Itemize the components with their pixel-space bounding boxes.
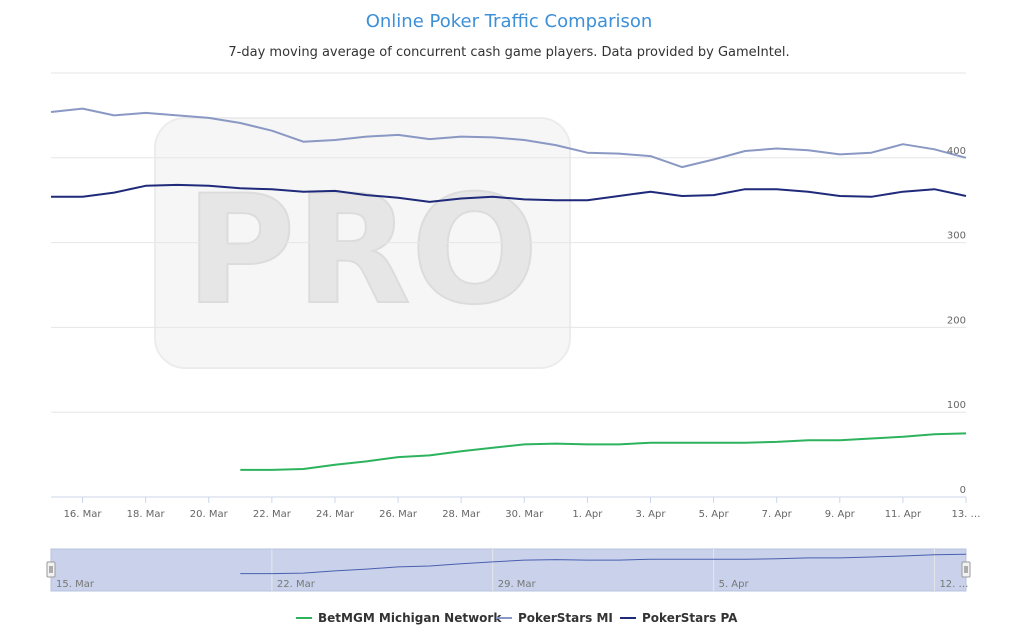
series-line[interactable] xyxy=(51,183,967,203)
y-tick-label: 0 xyxy=(960,485,966,496)
x-tick-label: 5. Apr xyxy=(699,509,730,520)
x-tick-label: 24. Mar xyxy=(316,509,355,520)
series-line[interactable] xyxy=(240,432,967,471)
navigator-handle-right[interactable] xyxy=(961,561,971,578)
x-tick-label: 3. Apr xyxy=(635,509,666,520)
x-tick-label: 28. Mar xyxy=(442,509,481,520)
y-axis: 0 100 200 300 400 xyxy=(947,146,966,496)
x-tick-label: 11. Apr xyxy=(885,509,922,520)
y-tick-label: 200 xyxy=(947,315,966,326)
y-tick-label: 400 xyxy=(947,146,966,157)
x-tick-label: 1. Apr xyxy=(572,509,603,520)
x-tick-label: 30. Mar xyxy=(505,509,544,520)
legend-item[interactable]: PokerStars MI xyxy=(496,611,613,625)
x-tick-label: 9. Apr xyxy=(825,509,856,520)
y-tick-label: 300 xyxy=(947,231,966,242)
x-tick-label: 7. Apr xyxy=(762,509,793,520)
watermark: PRO xyxy=(154,117,571,369)
navigator-series-line xyxy=(240,553,967,575)
navigator-tick-label: 12. … xyxy=(939,579,968,590)
legend-label: PokerStars MI xyxy=(518,611,613,625)
chart-subtitle: 7-day moving average of concurrent cash … xyxy=(228,45,789,60)
navigator-tick-label: 29. Mar xyxy=(498,579,537,590)
navigator-grid xyxy=(271,549,935,591)
y-tick-label: 100 xyxy=(947,400,966,411)
navigator[interactable]: 15. Mar 22. Mar 29. Mar 5. Apr 12. … xyxy=(46,548,971,592)
navigator-axis: 15. Mar 22. Mar 29. Mar 5. Apr 12. … xyxy=(56,579,969,590)
navigator-tick-label: 15. Mar xyxy=(56,579,95,590)
legend-item[interactable]: BetMGM Michigan Network xyxy=(296,611,502,625)
x-tick-label: 20. Mar xyxy=(190,509,229,520)
x-tick-label: 26. Mar xyxy=(379,509,418,520)
x-axis: 16. Mar 18. Mar 20. Mar 22. Mar 24. Mar 26. M… xyxy=(51,496,981,520)
legend-label: BetMGM Michigan Network xyxy=(318,611,502,625)
legend: BetMGM Michigan Network PokerStars MI Poke… xyxy=(296,611,738,625)
navigator-track[interactable] xyxy=(50,548,967,592)
navigator-tick-label: 5. Apr xyxy=(719,579,750,590)
x-tick-label: 22. Mar xyxy=(253,509,292,520)
x-tick-label: 16. Mar xyxy=(64,509,103,520)
navigator-tick-label: 22. Mar xyxy=(277,579,316,590)
navigator-handle-left[interactable] xyxy=(46,561,56,578)
x-tick-label: 18. Mar xyxy=(127,509,166,520)
series-line[interactable] xyxy=(50,107,967,169)
legend-label: PokerStars PA xyxy=(642,611,738,625)
chart-title: Online Poker Traffic Comparison xyxy=(366,11,653,32)
series-group xyxy=(50,107,967,471)
x-tick-label: 13. … xyxy=(951,509,980,520)
watermark-text: PRO xyxy=(186,164,539,338)
legend-item[interactable]: PokerStars PA xyxy=(620,611,738,625)
